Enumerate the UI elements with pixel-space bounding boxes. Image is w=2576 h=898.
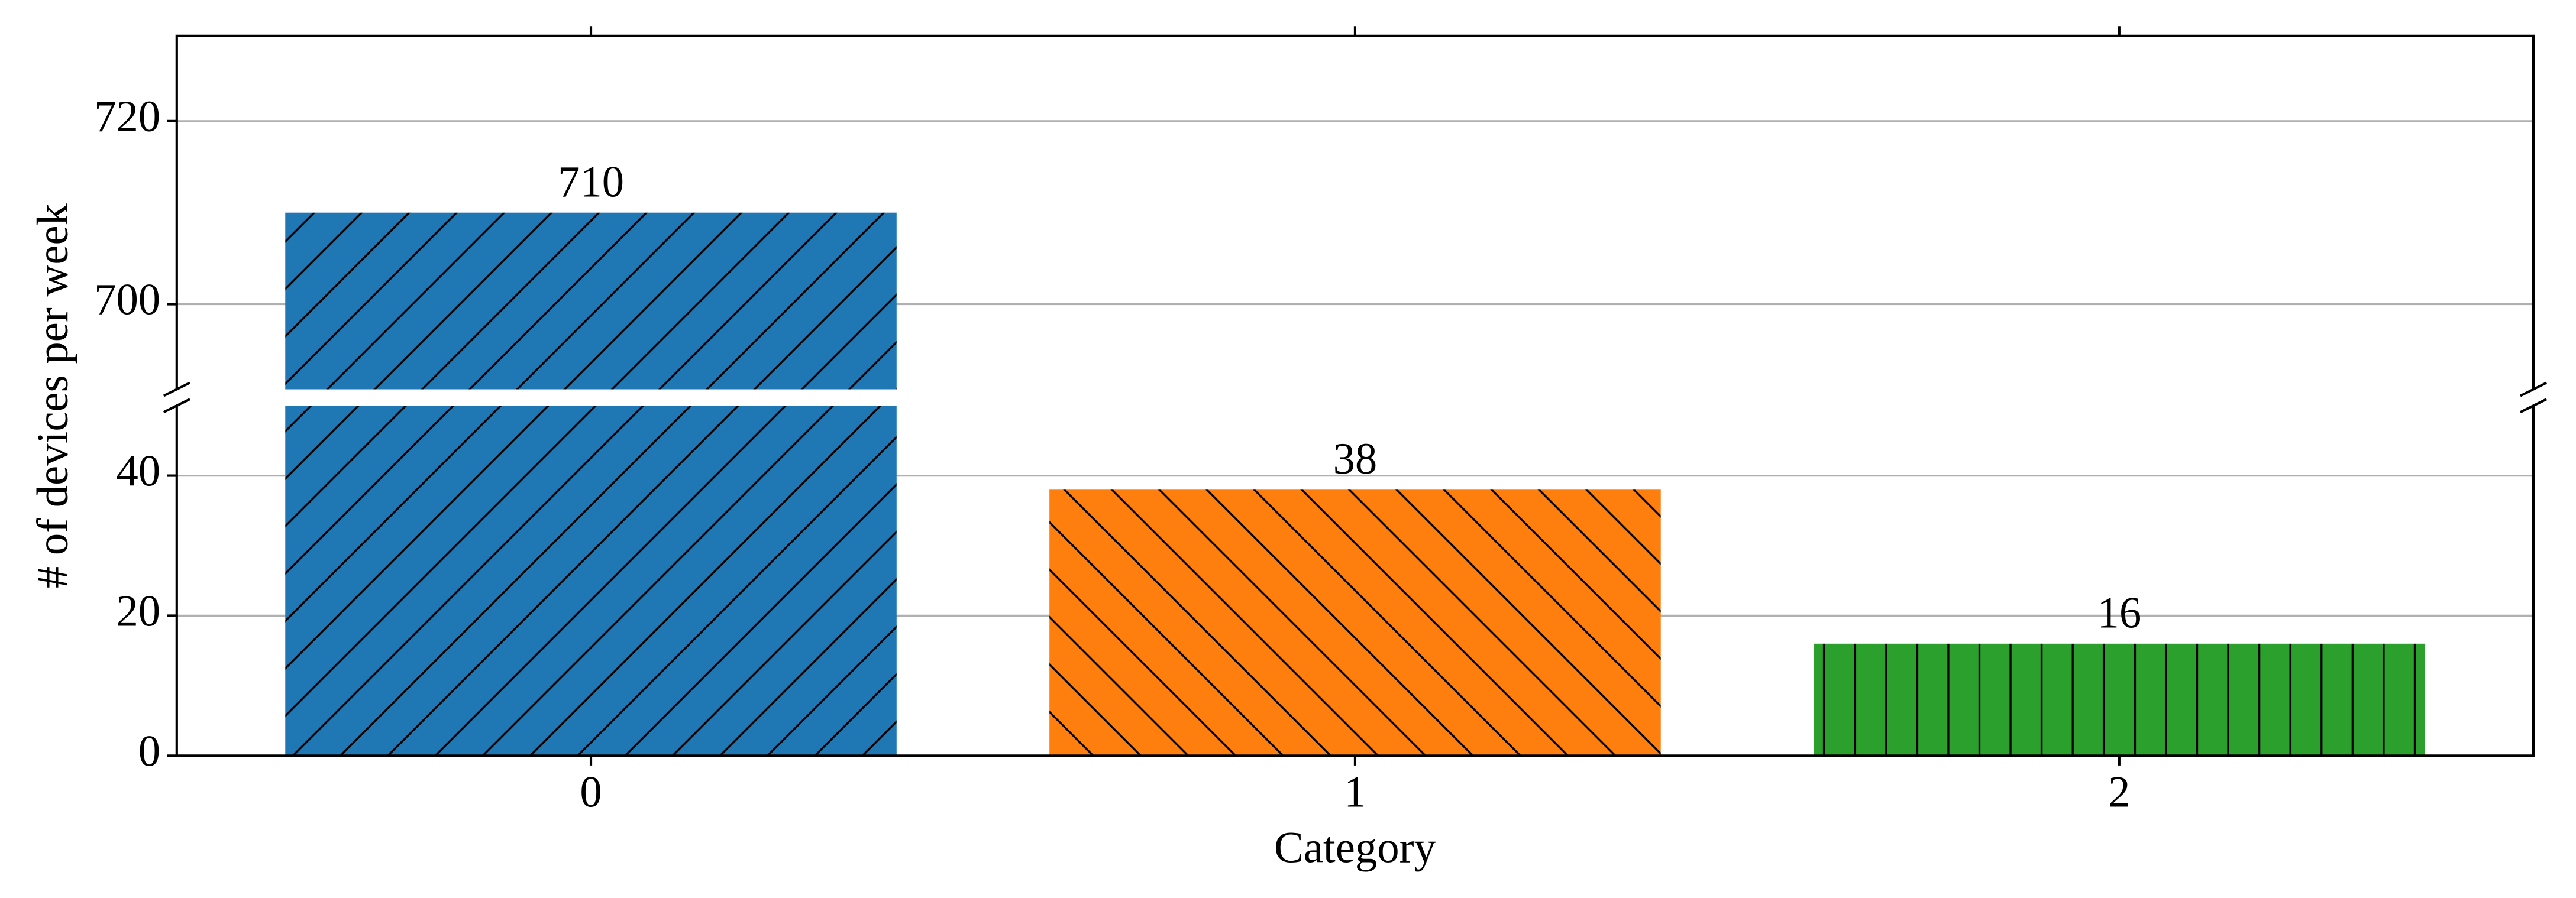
y-axis-label: # of devices per week: [28, 203, 77, 588]
y-tick-label: 40: [116, 447, 160, 496]
bar: [285, 212, 897, 390]
data-label: 16: [2097, 589, 2142, 638]
plot-area: [176, 120, 2534, 757]
data-label: 38: [1333, 435, 1378, 484]
y-tick-label: 20: [116, 587, 160, 636]
x-tick-label: 2: [2108, 768, 2130, 817]
data-label: 710: [558, 158, 624, 207]
y-tick-label: 700: [94, 275, 160, 325]
bar: [1049, 489, 1661, 756]
axis-break: [163, 381, 2548, 414]
y-tick-label: 0: [138, 727, 160, 776]
x-tick-label: 1: [1344, 768, 1366, 817]
y-tick-label: 720: [94, 92, 160, 141]
x-tick-label: 0: [580, 768, 602, 817]
bar: [1814, 643, 2425, 756]
bar: [285, 406, 897, 756]
x-axis-label: Category: [1274, 824, 1436, 873]
